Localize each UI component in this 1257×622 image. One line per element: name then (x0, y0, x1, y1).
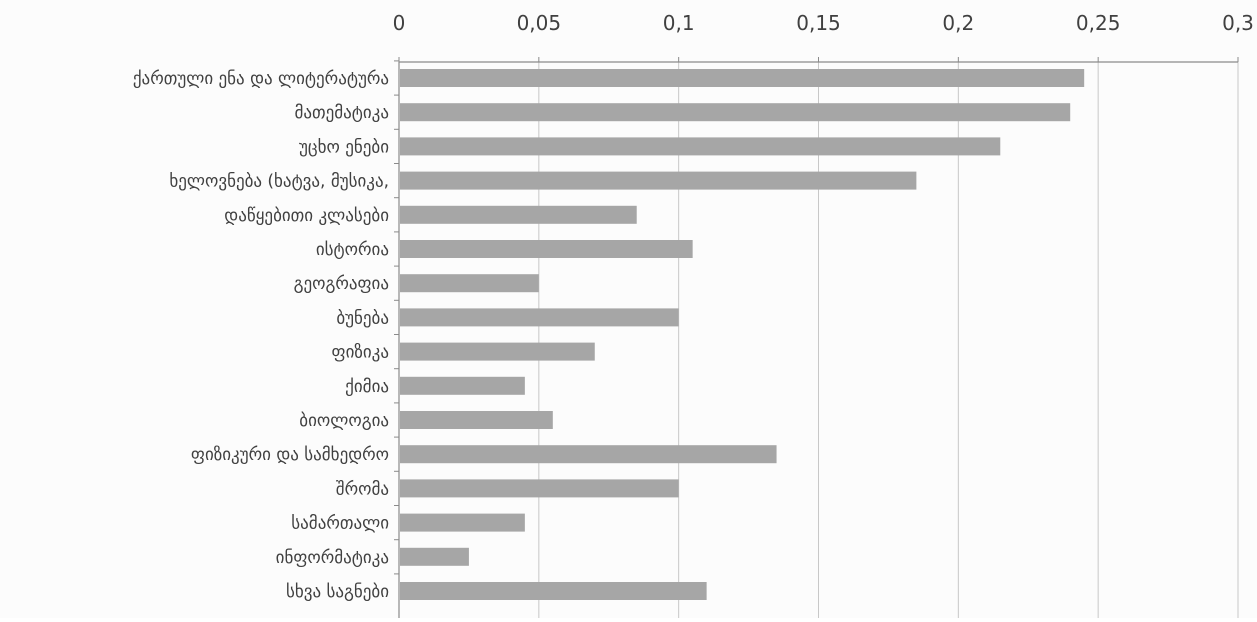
bar (400, 376, 525, 395)
bar (400, 205, 637, 224)
bar (400, 171, 917, 190)
bar (400, 103, 1071, 122)
category-label: სამართალი (291, 514, 389, 534)
bar (400, 479, 679, 498)
bar (400, 513, 525, 532)
bar (400, 308, 679, 327)
x-tick-label: 0 (393, 11, 406, 35)
category-label: უცხო ენები (299, 137, 389, 157)
category-label: ქართული ენა და ლიტერატურა (133, 69, 389, 89)
category-label: ფიზიკა (332, 343, 389, 363)
category-label: დაწყებითი კლასები (224, 206, 389, 226)
category-label: სხვა საგნები (286, 582, 389, 602)
bar (400, 274, 539, 293)
category-label: ფიზიკური და სამხედრო (191, 445, 389, 465)
category-label: ქიმია (345, 377, 389, 397)
category-label: გეოგრაფია (294, 274, 389, 294)
x-tick-label: 0,2 (942, 11, 974, 35)
category-label: ბიოლოგია (299, 411, 389, 431)
category-label: ბუნება (336, 308, 389, 328)
bar (400, 69, 1085, 87)
bar (400, 342, 595, 361)
x-tick-label: 0,3 (1222, 11, 1254, 35)
bar (400, 137, 1001, 156)
category-label: ხელოვნება (ხატვა, მუსიკა, (169, 172, 389, 192)
category-label: ინფორმატიკა (276, 548, 389, 568)
bar (400, 582, 707, 600)
x-tick-label: 0,25 (1076, 11, 1121, 35)
category-label: მათემატიკა (294, 103, 389, 123)
bar (400, 411, 553, 429)
bar (400, 240, 693, 258)
x-tick-label: 0,05 (517, 11, 562, 35)
axes (394, 60, 1238, 618)
category-labels: ქართული ენა და ლიტერატურა მათემატიკა უცხო … (133, 69, 389, 602)
bar (400, 445, 777, 464)
category-label: ისტორია (316, 240, 389, 260)
x-axis-ticks: 0 0,05 0,1 0,15 0,2 0,25 0,3 (393, 11, 1254, 62)
bars (400, 69, 1085, 600)
category-label: შრომა (336, 479, 389, 499)
bar (400, 547, 469, 566)
x-tick-label: 0,1 (663, 11, 695, 35)
x-tick-label: 0,15 (796, 11, 841, 35)
